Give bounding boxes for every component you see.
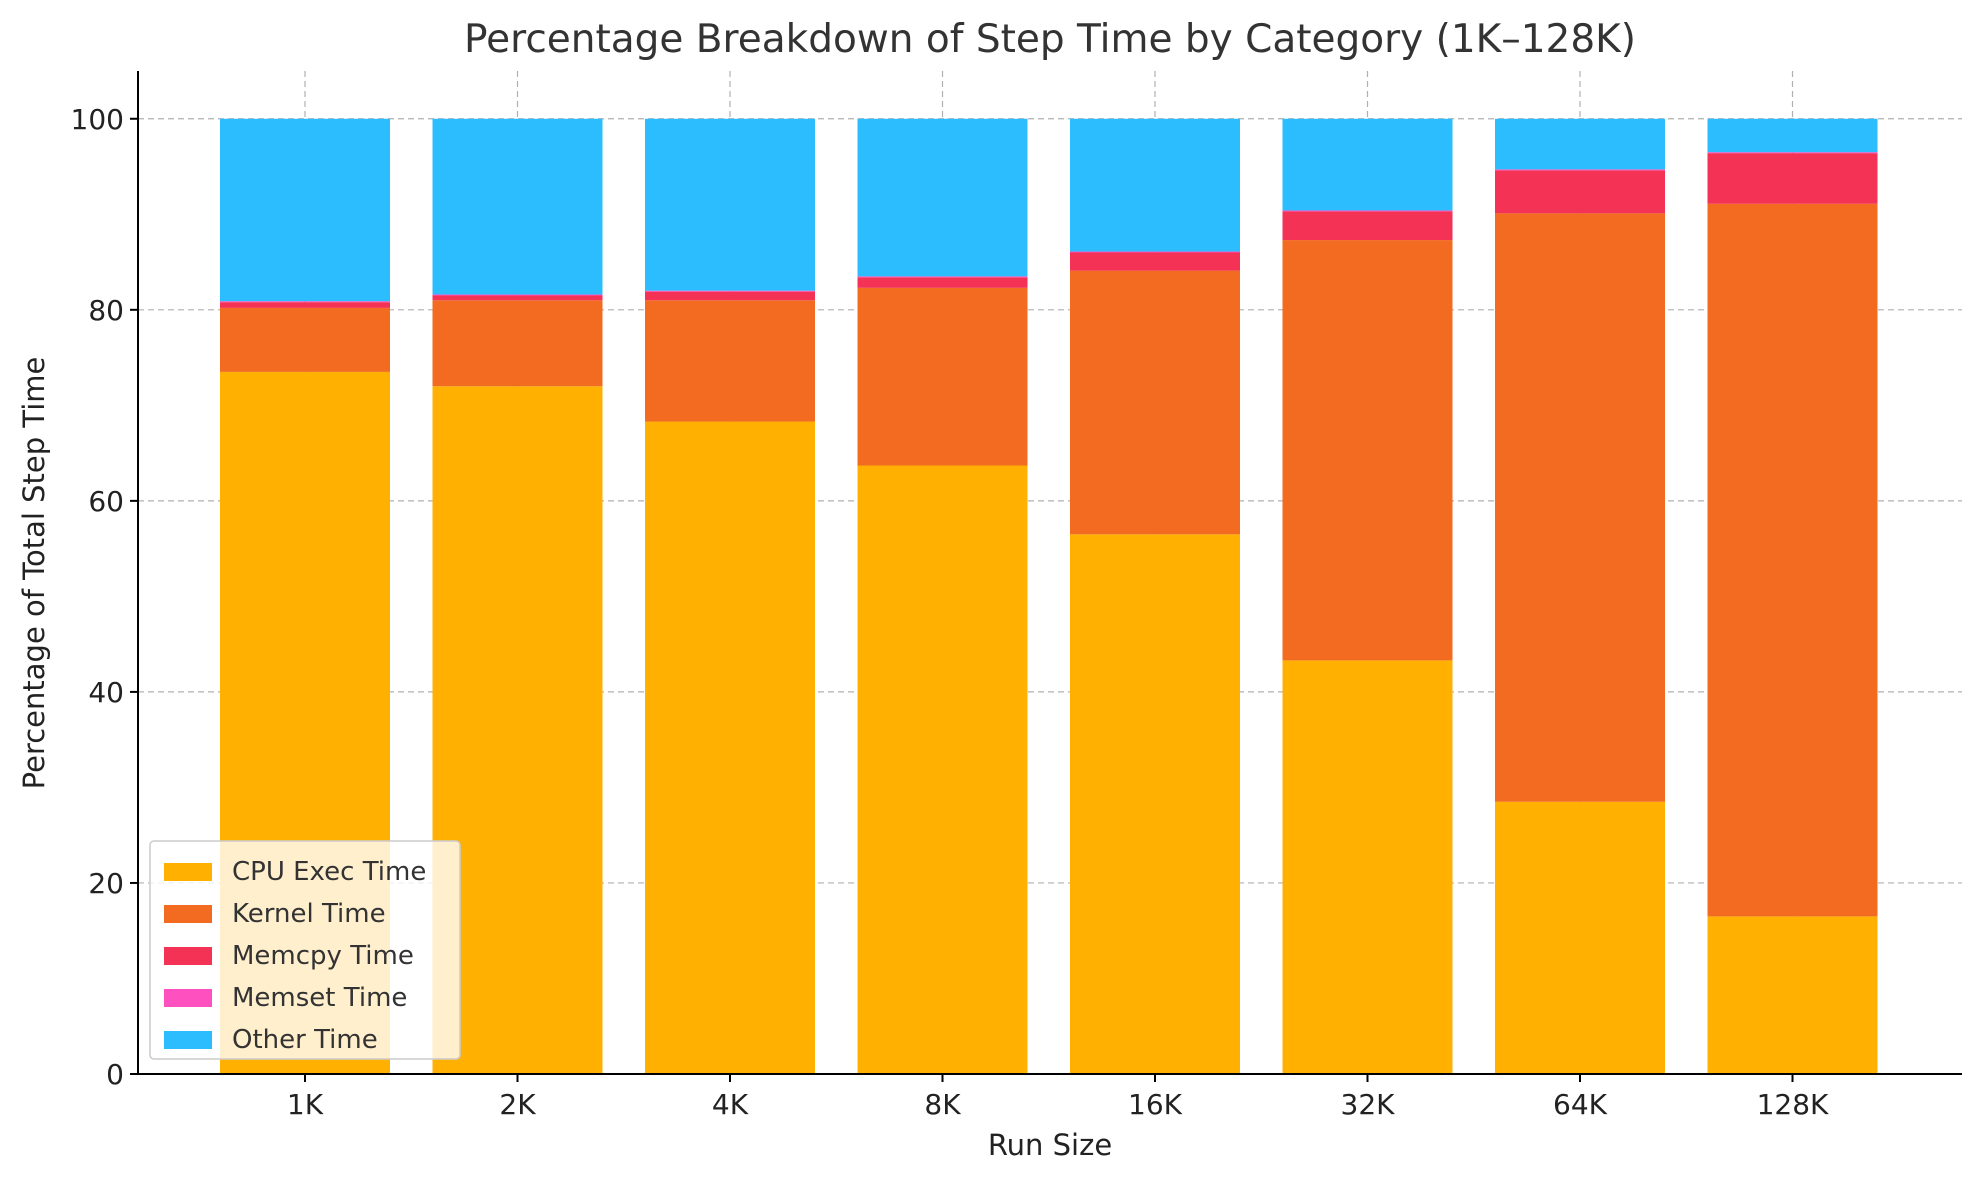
bar-segment	[1070, 118, 1240, 252]
bar-segment	[645, 291, 815, 301]
bar-segment	[432, 295, 603, 301]
bar-segment	[1495, 118, 1665, 170]
bar-segment	[645, 290, 815, 292]
x-tick-label: 8K	[924, 1088, 961, 1121]
legend-label: Other Time	[232, 1025, 378, 1055]
bar-segment	[645, 118, 815, 291]
legend-label: Kernel Time	[232, 899, 386, 929]
x-tick-label: 32K	[1341, 1088, 1396, 1121]
bar-segment	[645, 421, 815, 1074]
x-tick-label: 2K	[499, 1088, 536, 1121]
bar-segment	[432, 294, 603, 296]
chart-title: Percentage Breakdown of Step Time by Cat…	[464, 17, 1636, 62]
bar-segment	[1707, 153, 1878, 204]
bar-segment	[1707, 118, 1878, 153]
bar-segment	[1282, 118, 1453, 211]
x-tick-label: 4K	[712, 1088, 749, 1121]
axes	[130, 71, 1962, 1082]
x-tick-label: 64K	[1553, 1088, 1608, 1121]
y-tick-label: 80	[88, 294, 124, 327]
legend-label: CPU Exec Time	[232, 857, 426, 887]
legend-label: Memset Time	[232, 983, 407, 1013]
bar-segment	[432, 118, 603, 295]
x-tick-label: 128K	[1757, 1088, 1829, 1121]
y-tick-label: 100	[71, 103, 124, 136]
bar-segment	[1282, 210, 1453, 212]
bar-segment	[220, 302, 390, 308]
legend-swatch	[164, 905, 212, 923]
bar-segment	[857, 276, 1028, 278]
bar-segment	[857, 277, 1028, 288]
bar-segment	[1707, 916, 1878, 1074]
bar-segment	[220, 118, 390, 302]
bar-segment	[1495, 801, 1665, 1074]
bar-segment	[1495, 213, 1665, 802]
y-tick-label: 20	[88, 867, 124, 900]
y-tick-label: 0	[106, 1058, 124, 1091]
legend-swatch	[164, 947, 212, 965]
legend-swatch	[164, 989, 212, 1007]
bar-segment	[1495, 169, 1665, 171]
legend-swatch	[164, 863, 212, 881]
bar-segment	[220, 307, 390, 372]
bars	[220, 118, 1878, 1075]
bar-segment	[432, 386, 603, 1074]
bar-segment	[645, 300, 815, 422]
tick-labels: 0 20 40 60 80 100 1K 2K 4K 8K 16K 32K 64K 128K	[71, 103, 1829, 1121]
bar-segment	[1282, 660, 1453, 1074]
bar-segment	[1707, 152, 1878, 154]
y-tick-label: 40	[88, 676, 124, 709]
bar-segment	[1282, 240, 1453, 661]
y-axis-label: Percentage of Total Step Time	[17, 357, 51, 790]
bar-segment	[1495, 170, 1665, 214]
bar-segment	[432, 300, 603, 387]
legend-box	[149, 840, 461, 1060]
bar-segment	[1070, 534, 1240, 1074]
bar-segment	[220, 301, 390, 303]
bar-segment	[857, 287, 1028, 466]
y-tick-label: 60	[88, 485, 124, 518]
legend-label: Memcpy Time	[232, 941, 414, 971]
x-axis-label: Run Size	[988, 1128, 1112, 1162]
bar-segment	[1282, 211, 1453, 241]
bar-segment	[857, 118, 1028, 277]
bar-segment	[857, 465, 1028, 1075]
x-tick-label: 16K	[1128, 1088, 1183, 1121]
bar-segment	[1707, 203, 1878, 917]
legend: CPU Exec Time Kernel Time Memcpy Time Memse…	[149, 840, 461, 1060]
bar-segment	[1070, 252, 1240, 271]
bar-segment	[1070, 251, 1240, 253]
legend-swatch	[164, 1031, 212, 1049]
bar-segment	[1070, 270, 1240, 535]
x-tick-label: 1K	[287, 1088, 324, 1121]
